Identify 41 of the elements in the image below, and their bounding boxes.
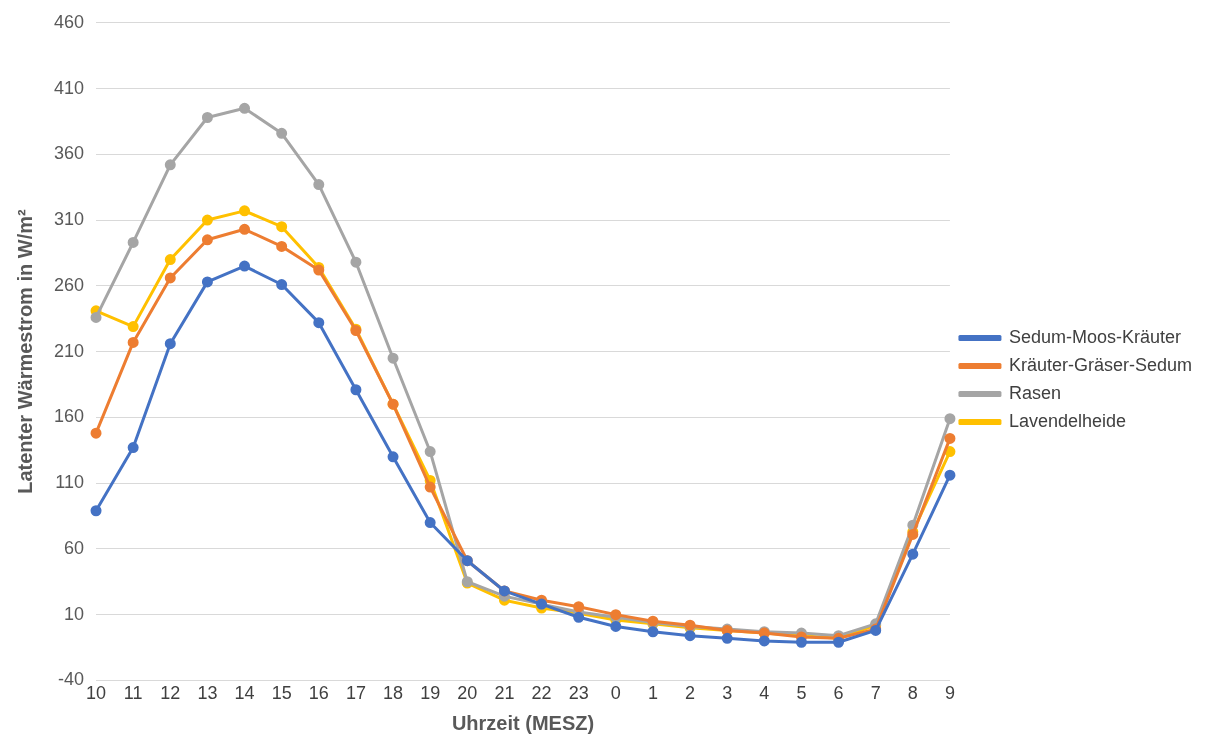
x-tick-label: 12 bbox=[160, 683, 181, 704]
x-tick-label: 18 bbox=[383, 683, 404, 704]
x-tick-label: 7 bbox=[870, 683, 881, 704]
x-tick-label: 4 bbox=[759, 683, 770, 704]
x-tick-label: 3 bbox=[722, 683, 733, 704]
x-tick-label: 23 bbox=[568, 683, 589, 704]
y-tick-label: 10 bbox=[64, 603, 85, 624]
x-tick-label: 14 bbox=[234, 683, 255, 704]
y-tick-label: 260 bbox=[53, 274, 85, 295]
x-tick-label: 1 bbox=[647, 683, 658, 704]
x-tick-label: 19 bbox=[420, 683, 441, 704]
y-tick-label: 410 bbox=[53, 77, 85, 98]
y-tick-label: 460 bbox=[53, 11, 85, 32]
x-tick-label: 17 bbox=[345, 683, 366, 704]
x-tick-label: 20 bbox=[457, 683, 478, 704]
x-tick-label: 11 bbox=[123, 683, 143, 704]
legend-label: Lavendelheide bbox=[1008, 410, 1127, 431]
x-tick-label: 13 bbox=[197, 683, 218, 704]
x-axis-title: Uhrzeit (MESZ) bbox=[451, 711, 595, 734]
x-tick-label: 16 bbox=[308, 683, 329, 704]
y-axis-title: Latenter Wärmestrom in W/m² bbox=[13, 209, 36, 494]
legend-label: Sedum-Moos-Kräuter bbox=[1008, 326, 1182, 347]
y-tick-label: 310 bbox=[53, 209, 85, 230]
x-tick-label: 9 bbox=[944, 683, 955, 704]
x-tick-label: 5 bbox=[796, 683, 807, 704]
y-tick-label: -40 bbox=[58, 669, 85, 690]
x-tick-label: 2 bbox=[685, 683, 696, 704]
x-tick-label: 6 bbox=[833, 683, 844, 704]
x-tick-label: 22 bbox=[531, 683, 552, 704]
x-tick-label: 10 bbox=[86, 683, 107, 704]
y-tick-label: 110 bbox=[55, 472, 85, 493]
x-tick-label: 0 bbox=[610, 683, 621, 704]
x-tick-label: 15 bbox=[271, 683, 292, 704]
x-tick-label: 8 bbox=[907, 683, 918, 704]
y-tick-label: 60 bbox=[64, 537, 85, 558]
y-tick-label: 160 bbox=[53, 406, 85, 427]
legend-label: Rasen bbox=[1008, 382, 1061, 403]
x-tick-label: 21 bbox=[494, 683, 515, 704]
legend-label: Kräuter-Gräser-Sedum bbox=[1008, 354, 1192, 375]
y-tick-label: 360 bbox=[53, 143, 85, 164]
y-tick-label: 210 bbox=[53, 340, 85, 361]
